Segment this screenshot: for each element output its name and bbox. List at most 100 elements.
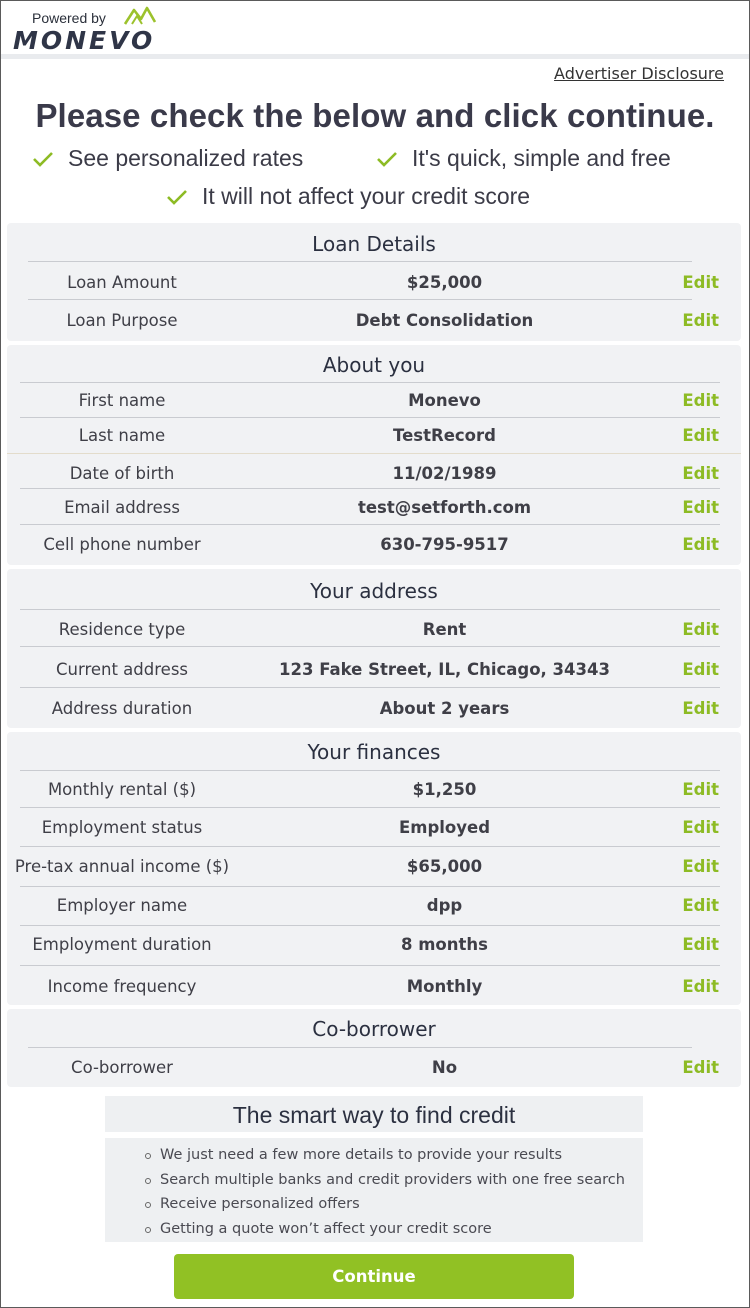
row-label: Employment status	[41, 818, 203, 837]
row-value: Rent	[422, 620, 467, 639]
section-your-finances: Your finances Monthly rental ($) $1,250 …	[7, 732, 741, 1005]
checkmark-icon	[377, 151, 397, 167]
row-divider	[20, 925, 720, 926]
row-label: Pre-tax annual income ($)	[14, 857, 230, 876]
benefit-item: It will not affect your credit score	[166, 183, 530, 210]
row-label: Employer name	[56, 896, 188, 915]
row-label: Cell phone number	[43, 535, 201, 554]
row-value: dpp	[426, 896, 463, 915]
row-label: Monthly rental ($)	[47, 780, 197, 799]
edit-employer-name-link[interactable]: Edit	[682, 896, 719, 915]
list-item: Getting a quote won’t affect your credit…	[105, 1217, 643, 1242]
row-value: $25,000	[406, 273, 483, 292]
row-value: No	[431, 1058, 458, 1077]
advertiser-disclosure-link[interactable]: Advertiser Disclosure	[554, 64, 724, 83]
benefit-text: It will not affect your credit score	[202, 183, 531, 209]
row-value: Employed	[398, 818, 491, 837]
smart-credit-list: We just need a few more details to provi…	[105, 1138, 643, 1242]
row-label: Co-borrower	[71, 1058, 173, 1077]
row-divider	[20, 646, 720, 647]
row-label: Address duration	[51, 699, 193, 718]
edit-loan-amount-link[interactable]: Edit	[682, 273, 719, 292]
powered-by-text: Powered by	[32, 10, 106, 26]
row-value: 8 months	[401, 935, 488, 954]
edit-employment-duration-link[interactable]: Edit	[682, 935, 719, 954]
row-divider	[20, 687, 720, 688]
edit-co-borrower-link[interactable]: Edit	[682, 1058, 719, 1077]
row-value: Monthly	[406, 977, 483, 996]
row-divider	[20, 807, 720, 808]
benefit-text: See personalized rates	[68, 145, 304, 171]
row-divider	[20, 524, 720, 525]
row-label: Current address	[55, 660, 189, 679]
row-value: test@setforth.com	[357, 498, 532, 517]
row-value: Monevo	[408, 391, 481, 410]
row-value: About 2 years	[379, 699, 510, 718]
row-label: Loan Purpose	[66, 311, 178, 330]
section-loan-details: Loan Details Loan Amount $25,000 Edit Lo…	[7, 223, 741, 341]
section-title: About you	[322, 353, 426, 377]
row-label: Loan Amount	[67, 273, 177, 292]
row-divider	[20, 965, 720, 966]
row-value: 123 Fake Street, IL, Chicago, 34343	[279, 660, 610, 679]
row-label: Last name	[78, 426, 166, 445]
row-divider	[20, 846, 720, 847]
section-title: Your address	[310, 579, 438, 603]
edit-address-duration-link[interactable]: Edit	[682, 699, 719, 718]
smart-credit-title: The smart way to find credit	[105, 1096, 643, 1132]
section-co-borrower: Co-borrower Co-borrower No Edit	[7, 1009, 741, 1087]
row-label: Income frequency	[47, 977, 197, 996]
row-label: Date of birth	[69, 464, 175, 483]
row-value: 630-795-9517	[380, 535, 509, 554]
edit-income-frequency-link[interactable]: Edit	[682, 977, 719, 996]
section-title: Your finances	[307, 740, 441, 764]
page-headline: Please check the below and click continu…	[35, 97, 715, 134]
edit-date-of-birth-link[interactable]: Edit	[682, 464, 719, 483]
edit-loan-purpose-link[interactable]: Edit	[682, 311, 719, 330]
row-value: Debt Consolidation	[355, 311, 534, 330]
brand-logo: MONEVO	[13, 26, 156, 55]
row-label: Employment duration	[32, 935, 212, 954]
row-divider	[20, 770, 720, 771]
row-value: TestRecord	[393, 426, 496, 445]
benefit-item: See personalized rates	[32, 145, 303, 172]
section-about-you: About you First name Monevo Edit Last na…	[7, 345, 741, 565]
checkmark-icon	[33, 151, 53, 167]
row-divider	[28, 1047, 692, 1048]
row-divider	[7, 453, 741, 454]
row-divider	[20, 417, 720, 418]
row-label: Residence type	[58, 620, 186, 639]
edit-current-address-link[interactable]: Edit	[682, 660, 719, 679]
section-title: Co-borrower	[312, 1017, 436, 1041]
benefit-item: It's quick, simple and free	[376, 145, 671, 172]
row-value: $65,000	[406, 857, 483, 876]
row-divider	[20, 382, 720, 383]
checkmark-icon	[167, 189, 187, 205]
row-label: Email address	[64, 498, 180, 517]
monevo-logo-mark-icon	[123, 6, 157, 25]
row-divider	[20, 886, 720, 887]
row-value: 11/02/1989	[392, 464, 497, 483]
edit-pre-tax-income-link[interactable]: Edit	[682, 857, 719, 876]
row-value: $1,250	[412, 780, 477, 799]
row-divider	[20, 609, 720, 610]
section-your-address: Your address Residence type Rent Edit Cu…	[7, 569, 741, 728]
edit-cell-phone-link[interactable]: Edit	[682, 535, 719, 554]
list-item: We just need a few more details to provi…	[105, 1143, 643, 1168]
edit-first-name-link[interactable]: Edit	[682, 391, 719, 410]
edit-employment-status-link[interactable]: Edit	[682, 818, 719, 837]
header-divider	[1, 54, 749, 59]
continue-button[interactable]: Continue	[174, 1254, 574, 1299]
edit-monthly-rental-link[interactable]: Edit	[682, 780, 719, 799]
section-title: Loan Details	[312, 232, 436, 256]
row-divider	[28, 261, 692, 262]
edit-residence-type-link[interactable]: Edit	[682, 620, 719, 639]
row-divider	[28, 299, 692, 300]
edit-email-address-link[interactable]: Edit	[682, 498, 719, 517]
list-item: Receive personalized offers	[105, 1192, 643, 1217]
list-item: Search multiple banks and credit provide…	[105, 1168, 643, 1193]
row-label: First name	[78, 391, 166, 410]
benefit-text: It's quick, simple and free	[412, 145, 671, 171]
edit-last-name-link[interactable]: Edit	[682, 426, 719, 445]
header: Powered by MONEVO	[1, 1, 749, 55]
